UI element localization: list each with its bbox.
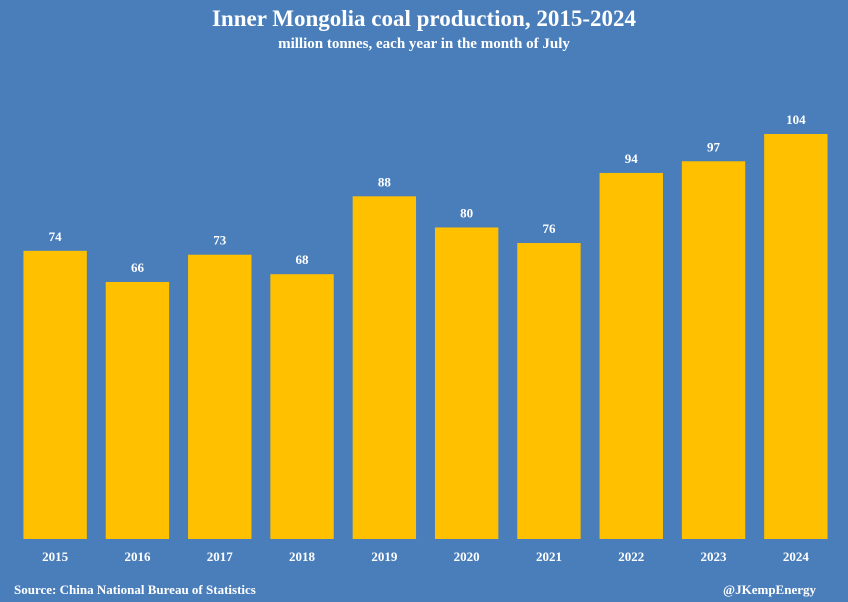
bar-2017 — [188, 254, 252, 539]
x-tick-label-2021: 2021 — [536, 549, 562, 564]
bar-2023 — [681, 161, 746, 539]
data-label-2016: 66 — [131, 260, 145, 275]
data-label-2024: 104 — [786, 112, 806, 127]
data-label-2020: 80 — [460, 205, 473, 220]
bar-2015 — [23, 250, 87, 540]
x-tick-label-2017: 2017 — [207, 549, 234, 564]
data-label-2019: 88 — [378, 174, 392, 189]
source-note: Source: China National Bureau of Statist… — [14, 582, 256, 597]
bar-2019 — [352, 196, 417, 540]
x-tick-label-2016: 2016 — [124, 549, 151, 564]
data-label-2021: 76 — [542, 221, 556, 236]
data-label-2022: 94 — [625, 151, 639, 166]
x-tick-label-2015: 2015 — [42, 549, 69, 564]
x-tick-label-2020: 2020 — [454, 549, 480, 564]
x-tick-label-2019: 2019 — [371, 549, 398, 564]
author-credit: @JKempEnergy — [723, 582, 816, 597]
x-tick-label-2018: 2018 — [289, 549, 316, 564]
x-tick-label-2022: 2022 — [618, 549, 644, 564]
x-tick-label-2023: 2023 — [701, 549, 728, 564]
chart-title: Inner Mongolia coal production, 2015-202… — [211, 6, 637, 31]
bar-2018 — [270, 274, 334, 539]
bar-2022 — [599, 172, 663, 539]
data-label-2017: 73 — [213, 233, 227, 248]
data-label-2023: 97 — [707, 139, 721, 154]
bar-2021 — [517, 243, 581, 540]
data-label-2015: 74 — [49, 229, 63, 244]
chart-subtitle: million tonnes, each year in the month o… — [278, 36, 570, 52]
bar-2016 — [105, 281, 170, 539]
bar-2020 — [434, 227, 499, 539]
bar-2024 — [764, 134, 828, 539]
x-tick-label-2024: 2024 — [783, 549, 810, 564]
data-label-2018: 68 — [296, 252, 310, 267]
